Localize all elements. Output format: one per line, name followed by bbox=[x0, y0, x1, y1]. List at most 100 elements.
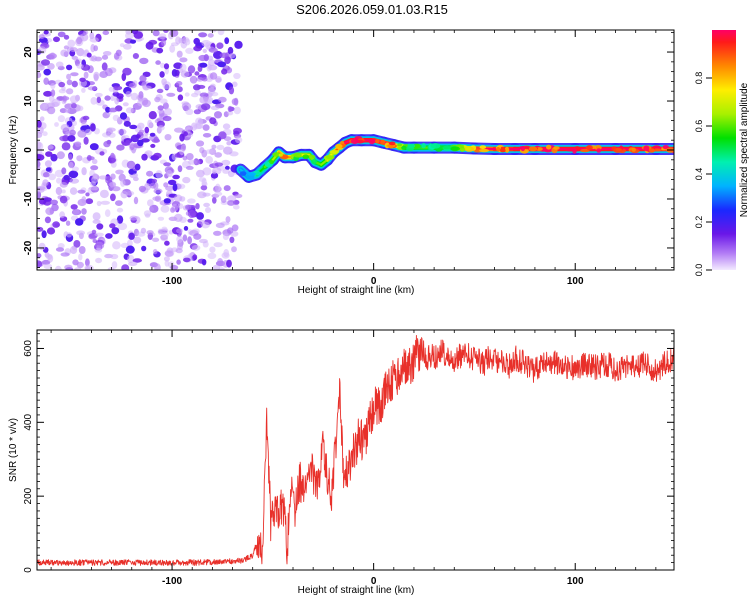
noise-point bbox=[222, 169, 230, 174]
noise-point bbox=[152, 248, 158, 255]
noise-point bbox=[207, 252, 217, 260]
noise-point bbox=[168, 179, 177, 186]
track-blob bbox=[239, 171, 247, 176]
noise-point bbox=[111, 261, 118, 269]
noise-point bbox=[81, 167, 87, 176]
noise-point bbox=[163, 162, 172, 167]
noise-point bbox=[115, 200, 123, 207]
noise-point bbox=[176, 183, 186, 190]
noise-point bbox=[214, 111, 222, 119]
noise-point bbox=[220, 195, 227, 204]
track-blob bbox=[278, 153, 283, 157]
noise-point bbox=[205, 41, 210, 50]
noise-point bbox=[175, 248, 183, 254]
y-tick-label: -20 bbox=[23, 240, 34, 255]
noise-point bbox=[60, 49, 68, 57]
noise-point bbox=[201, 221, 210, 229]
noise-point bbox=[102, 30, 110, 36]
colorbar-tick-label: 0.0 bbox=[694, 264, 704, 277]
noise-point bbox=[231, 81, 238, 88]
noise-point bbox=[37, 120, 42, 128]
noise-point bbox=[72, 209, 80, 215]
noise-point bbox=[81, 196, 87, 204]
noise-point bbox=[152, 237, 160, 242]
noise-point bbox=[209, 30, 217, 33]
noise-point bbox=[55, 186, 63, 196]
noise-point bbox=[212, 196, 217, 204]
noise-point bbox=[45, 207, 55, 216]
snr-y-tick-label: 400 bbox=[23, 414, 34, 431]
noise-point bbox=[95, 257, 103, 264]
noise-point bbox=[43, 77, 49, 85]
noise-point bbox=[171, 69, 178, 77]
noise-point bbox=[114, 96, 120, 105]
track-blob bbox=[520, 145, 526, 152]
x-tick-label: 100 bbox=[567, 276, 584, 287]
noise-point bbox=[47, 53, 57, 59]
noise-point bbox=[54, 122, 59, 127]
noise-point bbox=[55, 61, 64, 68]
noise-point bbox=[63, 34, 70, 40]
spectrogram-y-axis-label: Frequency (Hz) bbox=[8, 116, 19, 185]
noise-point bbox=[83, 71, 89, 79]
noise-point bbox=[173, 62, 183, 69]
noise-point bbox=[233, 72, 241, 80]
noise-point bbox=[225, 216, 231, 223]
noise-point bbox=[180, 144, 187, 152]
snr-line-layer bbox=[37, 334, 674, 566]
noise-point bbox=[96, 96, 102, 104]
noise-point bbox=[94, 247, 103, 253]
noise-point bbox=[50, 199, 58, 205]
noise-point bbox=[105, 233, 113, 239]
noise-point bbox=[39, 116, 45, 122]
track-blob bbox=[329, 150, 340, 154]
spectrogram-x-axis-label: Height of straight line (km) bbox=[298, 285, 415, 296]
noise-point bbox=[231, 98, 239, 106]
noise-point bbox=[164, 240, 170, 246]
noise-point bbox=[130, 92, 139, 101]
noise-point bbox=[91, 229, 97, 235]
noise-point bbox=[156, 47, 164, 54]
noise-point bbox=[174, 153, 181, 158]
noise-point bbox=[38, 34, 45, 40]
noise-point bbox=[155, 60, 161, 65]
noise-point bbox=[66, 64, 73, 71]
noise-point bbox=[89, 181, 96, 187]
noise-point bbox=[141, 138, 150, 143]
noise-point bbox=[52, 221, 60, 228]
colorbar-tick-label: 0.4 bbox=[694, 168, 704, 181]
noise-point bbox=[70, 246, 78, 254]
noise-point bbox=[212, 170, 217, 175]
noise-point bbox=[68, 153, 73, 161]
noise-point bbox=[68, 161, 74, 169]
noise-point bbox=[37, 260, 43, 268]
noise-point bbox=[132, 53, 139, 59]
noise-point bbox=[42, 179, 49, 187]
noise-point bbox=[43, 263, 53, 269]
noise-point bbox=[187, 210, 196, 218]
noise-point bbox=[184, 92, 190, 97]
noise-point bbox=[144, 183, 149, 188]
noise-point bbox=[115, 49, 122, 56]
noise-point bbox=[180, 70, 190, 78]
track-blob bbox=[375, 139, 380, 144]
track-blob bbox=[307, 154, 316, 159]
noise-point bbox=[195, 77, 204, 82]
noise-point bbox=[90, 123, 96, 132]
noise-point bbox=[123, 120, 131, 127]
noise-point bbox=[90, 165, 99, 171]
noise-point bbox=[149, 182, 157, 189]
noise-point bbox=[149, 206, 155, 212]
noise-point bbox=[193, 233, 202, 240]
noise-point bbox=[176, 259, 181, 265]
track-blob bbox=[401, 145, 407, 150]
noise-point bbox=[38, 46, 47, 54]
noise-point bbox=[100, 200, 110, 205]
noise-point bbox=[38, 242, 46, 251]
noise-point bbox=[88, 186, 99, 191]
noise-point bbox=[102, 51, 112, 56]
noise-point bbox=[183, 226, 189, 231]
noise-point bbox=[47, 63, 55, 70]
snr-y-tick-label: 600 bbox=[23, 340, 34, 357]
track-blob bbox=[335, 143, 343, 149]
